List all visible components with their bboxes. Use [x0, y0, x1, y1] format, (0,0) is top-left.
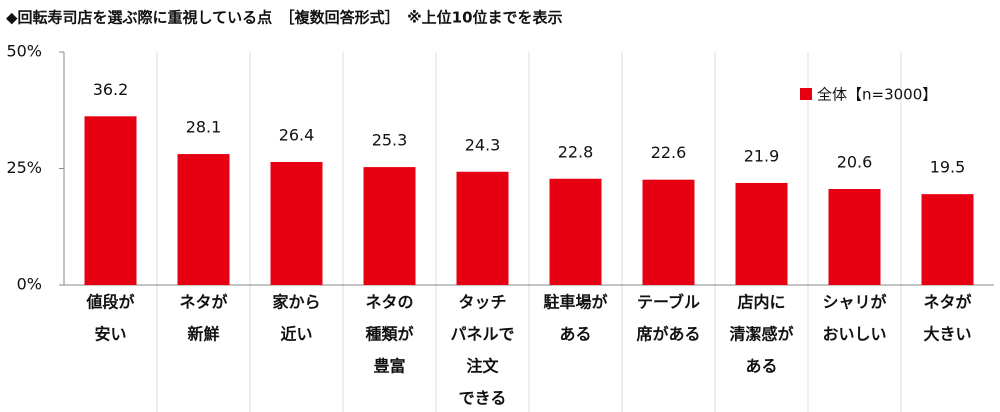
- x-tick-label: 店内に: [737, 293, 785, 312]
- value-label: 22.8: [558, 142, 594, 161]
- value-label: 25.3: [372, 131, 408, 150]
- x-tick-label: ある: [745, 357, 777, 376]
- chart-title: ◆回転寿司店を選ぶ際に重視している点 ［複数回答形式］ ※上位10位までを表示: [6, 9, 563, 27]
- x-tick-label: 値段が: [85, 293, 134, 312]
- value-label: 22.6: [651, 143, 687, 162]
- value-label: 28.1: [186, 118, 222, 137]
- bar: [177, 154, 230, 285]
- bar: [828, 189, 881, 285]
- bar: [270, 161, 323, 285]
- x-tick-label: 新鮮: [187, 325, 219, 344]
- bar: [642, 179, 695, 285]
- bar: [363, 167, 416, 285]
- x-tick-label: ネタが: [923, 293, 971, 312]
- x-tick-label: できる: [459, 389, 507, 408]
- x-tick-label: おいしい: [822, 325, 886, 344]
- y-tick-label: 25%: [6, 158, 42, 177]
- value-label: 24.3: [465, 135, 501, 154]
- x-tick-label: ネタが: [179, 293, 227, 312]
- x-tick-label: テーブル: [637, 293, 700, 312]
- value-label: 20.6: [837, 153, 873, 172]
- value-label: 19.5: [930, 158, 966, 177]
- x-tick-label: 豊富: [373, 357, 405, 376]
- value-label: 36.2: [93, 80, 129, 99]
- x-tick-label: 席がある: [636, 325, 700, 344]
- bar: [921, 194, 974, 285]
- y-tick-label: 50%: [6, 42, 42, 61]
- bar: [456, 171, 509, 285]
- x-tick-label: ネタの: [365, 293, 413, 312]
- value-label: 26.4: [279, 125, 315, 144]
- legend-label: 全体【n=3000】: [817, 86, 937, 104]
- x-tick-label: 家から: [272, 293, 320, 312]
- value-label: 21.9: [744, 146, 780, 165]
- y-tick-label: 0%: [17, 275, 42, 294]
- bar: [84, 116, 137, 285]
- x-tick-label: シャリが: [822, 293, 886, 312]
- x-tick-label: 安い: [94, 325, 126, 344]
- x-tick-label: 注文: [466, 357, 499, 376]
- bar: [549, 178, 602, 285]
- x-tick-label: 駐車場が: [543, 293, 607, 312]
- x-tick-label: 種類が: [365, 325, 413, 344]
- x-tick-label: 大きい: [923, 325, 971, 344]
- x-tick-label: ある: [559, 325, 591, 344]
- x-tick-label: 清潔感が: [729, 325, 793, 344]
- x-tick-label: パネルで: [450, 325, 514, 344]
- x-tick-label: 近い: [280, 325, 312, 344]
- bar: [735, 182, 788, 285]
- legend-swatch: [800, 88, 812, 100]
- x-tick-label: タッチ: [458, 293, 506, 312]
